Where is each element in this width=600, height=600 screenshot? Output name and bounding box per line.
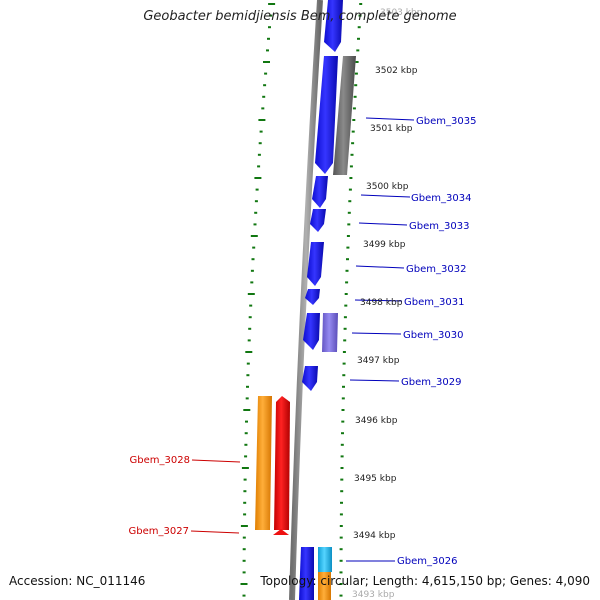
leader-line xyxy=(355,265,405,269)
cyan-feature xyxy=(318,547,332,572)
scale-label: 3493 kbp xyxy=(352,590,395,600)
genome-summary-text: Topology: circular; Length: 4,615,150 bp… xyxy=(260,574,590,588)
gene-label-gbem-3028[interactable]: Gbem_3028 xyxy=(130,455,190,466)
gene-arrow-3031 xyxy=(305,289,320,305)
gene-label-gbem-3031[interactable]: Gbem_3031 xyxy=(404,297,464,308)
gene-label-gbem-3033[interactable]: Gbem_3033 xyxy=(409,221,469,232)
scale-label: 3494 kbp xyxy=(353,531,396,541)
gene-label-gbem-3032[interactable]: Gbem_3032 xyxy=(406,264,466,275)
leader-line xyxy=(360,194,411,198)
gene-label-gbem-3035[interactable]: Gbem_3035 xyxy=(416,116,476,127)
leader-line xyxy=(351,332,402,335)
leader-line xyxy=(365,117,415,121)
lavender-feature xyxy=(322,313,338,352)
gene-label-lines xyxy=(190,117,415,562)
gene-arrow-3027-3028 xyxy=(274,396,290,530)
leader-line xyxy=(358,222,408,226)
leader-line xyxy=(354,299,403,302)
gene-label-gbem-3034[interactable]: Gbem_3034 xyxy=(411,193,471,204)
orange-feature xyxy=(255,396,272,530)
gene-label-gbem-3029[interactable]: Gbem_3029 xyxy=(401,377,461,388)
leader-line xyxy=(190,530,240,534)
gene-arrow-3033 xyxy=(310,209,326,232)
gene-arrow-3026 xyxy=(299,547,314,600)
gene-arrow-3034 xyxy=(312,176,328,208)
scale-label: 3499 kbp xyxy=(363,240,406,250)
scale-label: 3502 kbp xyxy=(375,66,418,76)
accession-text: Accession: NC_011146 xyxy=(9,574,146,588)
scale-label: 3498 kbp xyxy=(360,298,403,308)
gene-label-gbem-3027[interactable]: Gbem_3027 xyxy=(129,526,189,537)
page-title: Geobacter bemidjiensis Bem, complete gen… xyxy=(143,9,457,24)
gene-arrow-3029 xyxy=(302,366,318,391)
scale-label: 3495 kbp xyxy=(354,474,397,484)
gene-arrow-tip xyxy=(273,529,289,535)
gray-feature xyxy=(333,56,356,175)
scale-labels: 3503 kbp 3502 kbp 3501 kbp 3500 kbp 3499… xyxy=(352,8,423,600)
gene-arrow-3030 xyxy=(303,313,320,350)
scale-label: 3496 kbp xyxy=(355,416,398,426)
gene-arrow-3036 xyxy=(324,0,343,52)
tick-dots xyxy=(240,3,363,597)
scale-label: 3503 kbp xyxy=(380,8,423,18)
gene-labels: Gbem_3035 Gbem_3034 Gbem_3033 Gbem_3032 … xyxy=(129,116,477,567)
scale-label: 3500 kbp xyxy=(366,182,409,192)
feature-track xyxy=(255,0,356,600)
scale-label: 3497 kbp xyxy=(357,356,400,366)
gene-label-gbem-3026[interactable]: Gbem_3026 xyxy=(397,556,457,567)
gene-label-gbem-3030[interactable]: Gbem_3030 xyxy=(403,330,463,341)
orange-feature-bottom xyxy=(318,572,331,600)
leader-line xyxy=(191,459,241,463)
gene-arrow-3035 xyxy=(315,56,338,174)
genome-backbone xyxy=(289,0,323,600)
gene-arrow-3032 xyxy=(307,242,324,286)
leader-line xyxy=(349,379,400,382)
scale-label: 3501 kbp xyxy=(370,124,413,134)
